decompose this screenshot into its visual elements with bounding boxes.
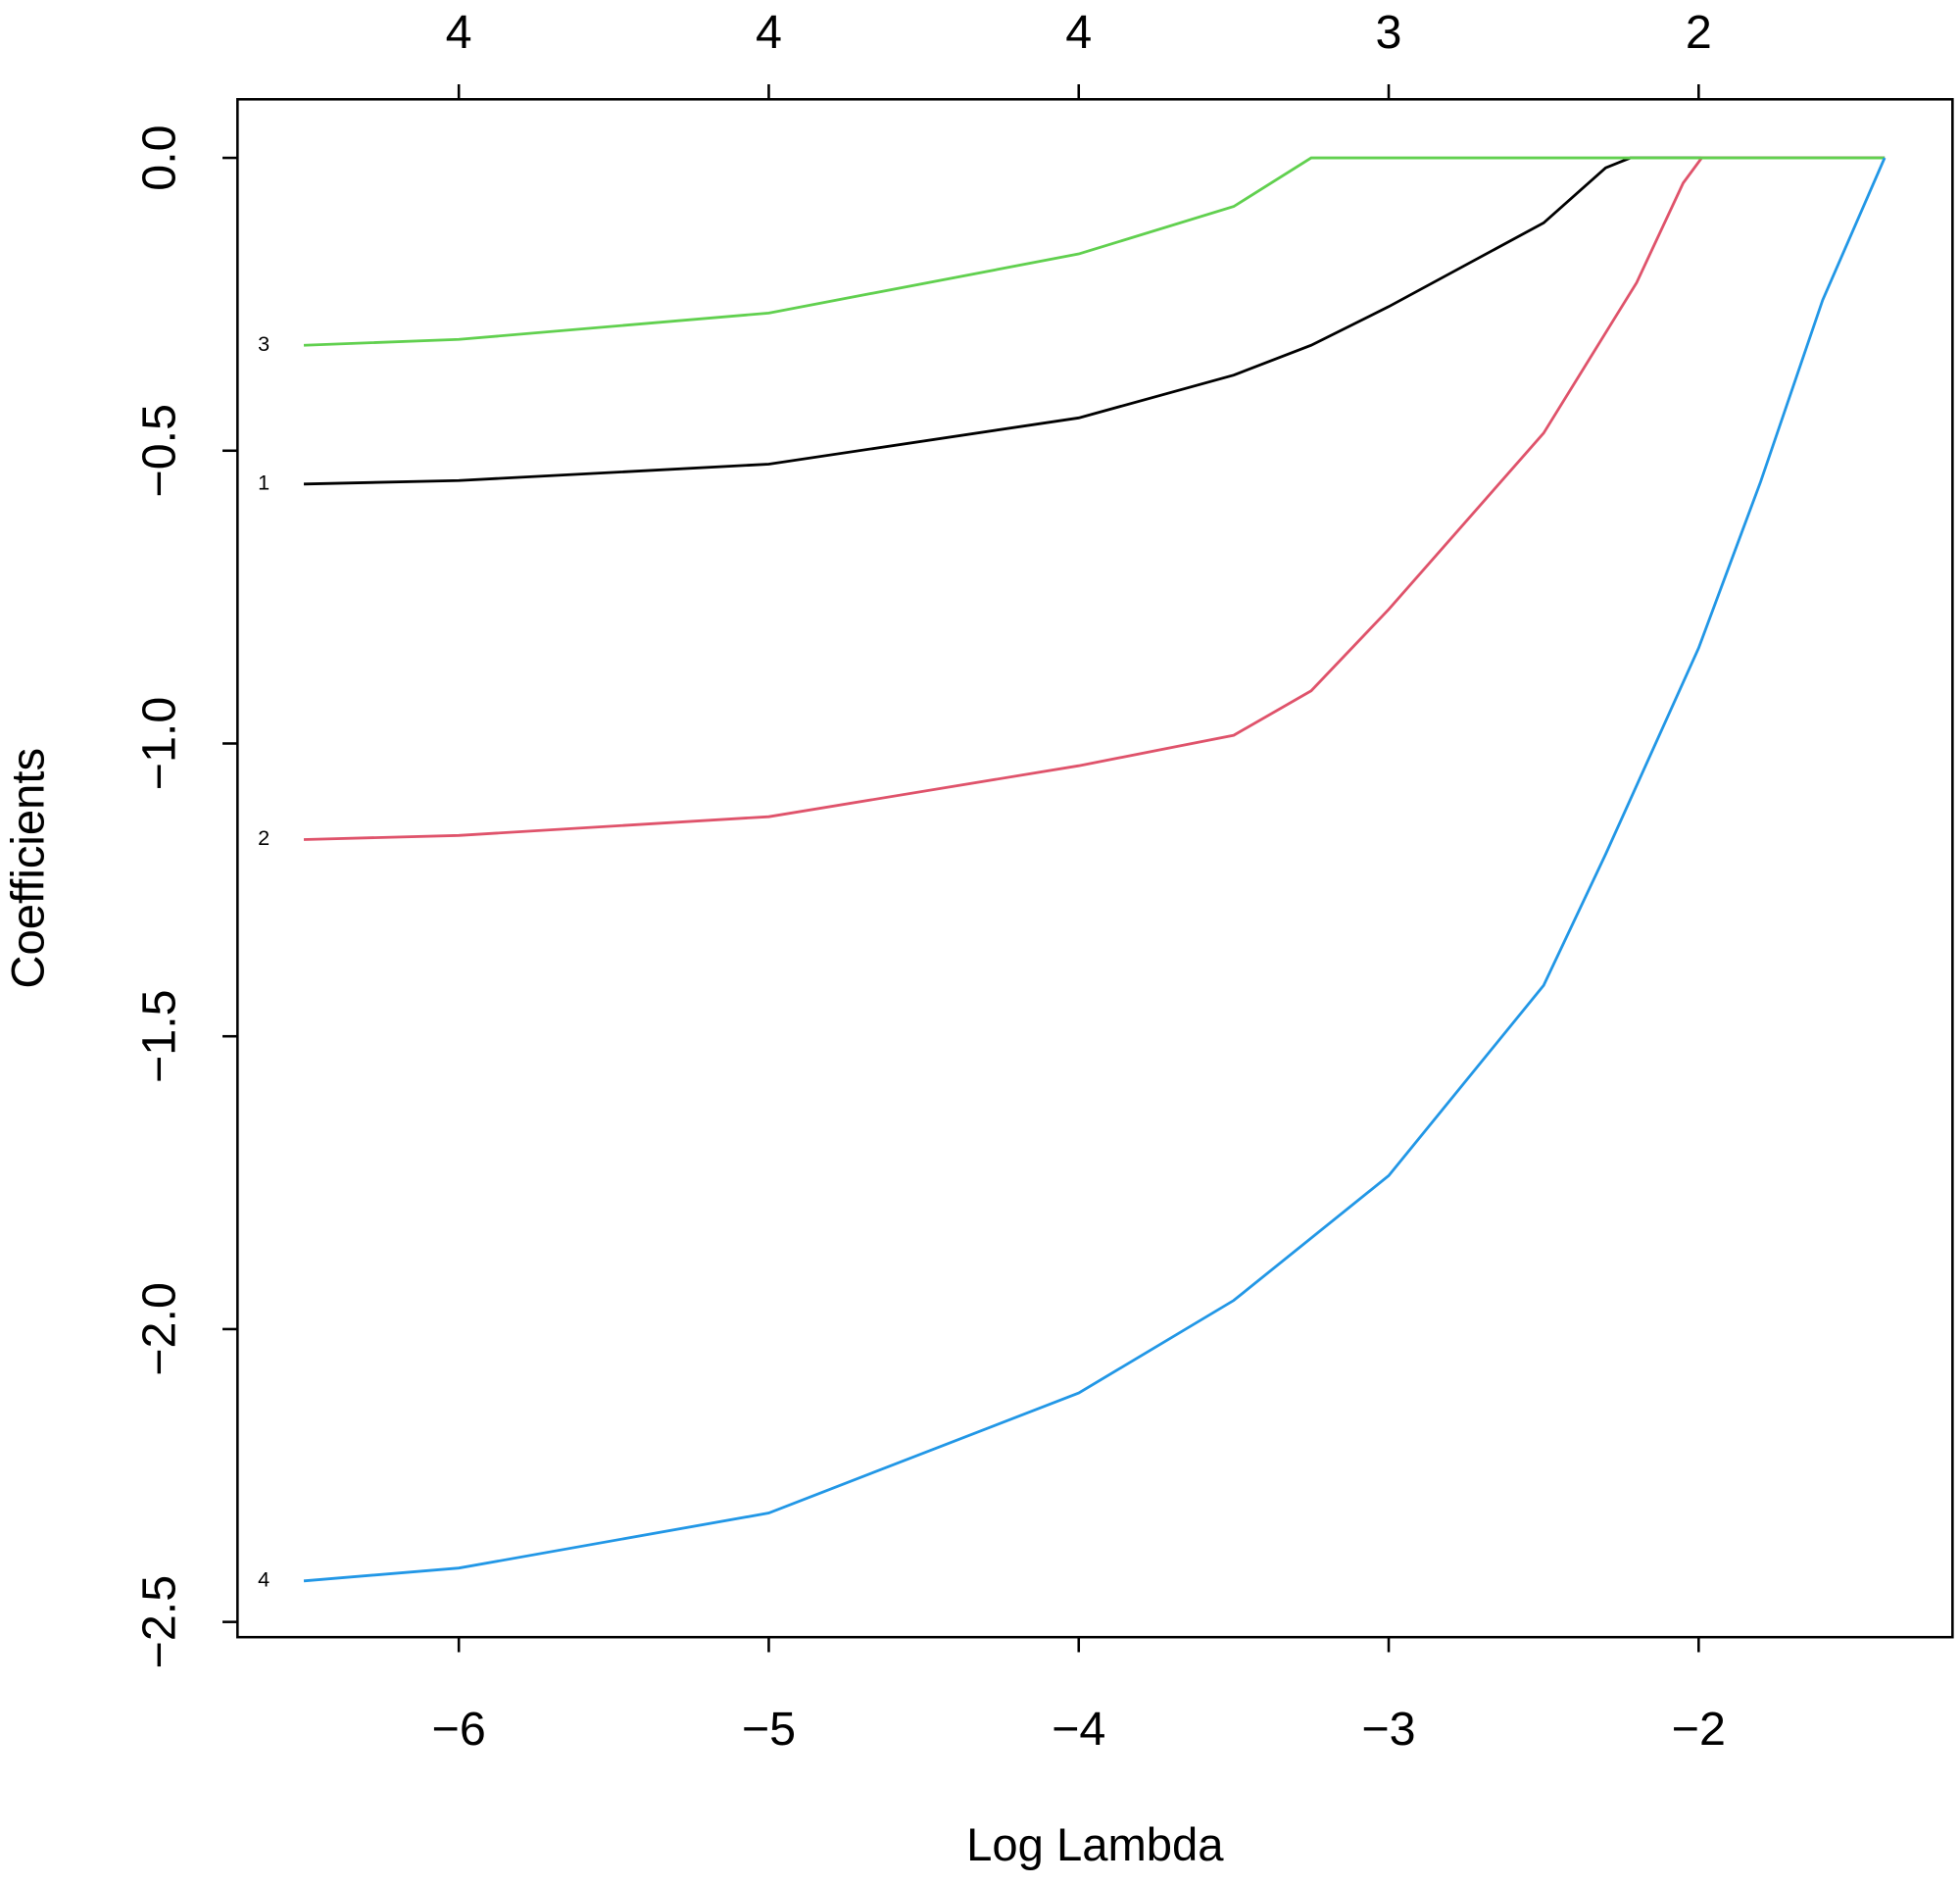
y-tick-label: −2.0: [133, 1282, 186, 1376]
top-tick-label: 2: [1686, 6, 1712, 59]
y-tick-label: −2.5: [133, 1575, 186, 1669]
y-tick-label: −1.5: [133, 989, 186, 1083]
top-tick-label: 3: [1376, 6, 1402, 59]
y-axis-title: Coefficients: [2, 748, 54, 989]
x-tick-label: −6: [432, 1703, 486, 1756]
top-tick-label: 4: [446, 6, 472, 59]
y-tick-label: −1.0: [133, 697, 186, 791]
top-tick-label: 4: [756, 6, 782, 59]
coefficient-path: [303, 156, 1886, 841]
coefficient-path: [303, 157, 1886, 1583]
series-label: 4: [258, 1567, 270, 1592]
y-tick-label: 0.0: [133, 124, 186, 190]
x-tick-label: −4: [1052, 1703, 1105, 1756]
series-label: 2: [258, 825, 270, 850]
top-tick-label: 4: [1065, 6, 1092, 59]
x-tick-label: −2: [1672, 1703, 1726, 1756]
x-tick-label: −3: [1361, 1703, 1415, 1756]
series-label: 1: [258, 471, 270, 495]
y-tick-label: −0.5: [133, 404, 186, 498]
series-label: 3: [258, 331, 270, 356]
plot-box: [236, 98, 1954, 1639]
x-axis-title: Log Lambda: [966, 1819, 1224, 1871]
coefficient-path: [303, 156, 1886, 347]
x-tick-label: −5: [742, 1703, 796, 1756]
coefficient-path: [303, 156, 1886, 486]
